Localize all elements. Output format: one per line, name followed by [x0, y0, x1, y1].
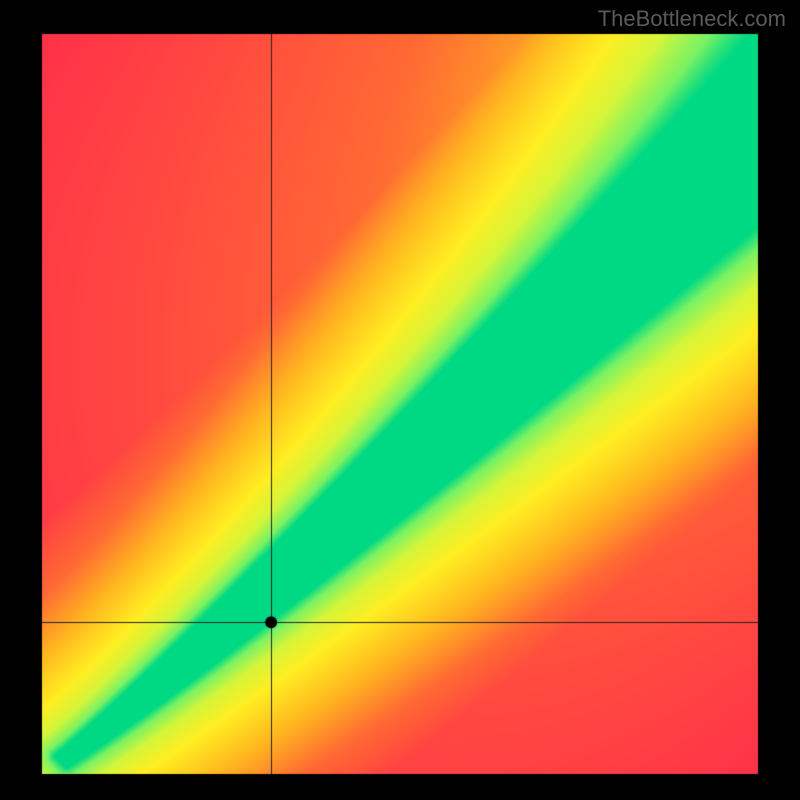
- heatmap-canvas: [0, 0, 800, 800]
- chart-container: TheBottleneck.com: [0, 0, 800, 800]
- watermark-text: TheBottleneck.com: [598, 6, 786, 32]
